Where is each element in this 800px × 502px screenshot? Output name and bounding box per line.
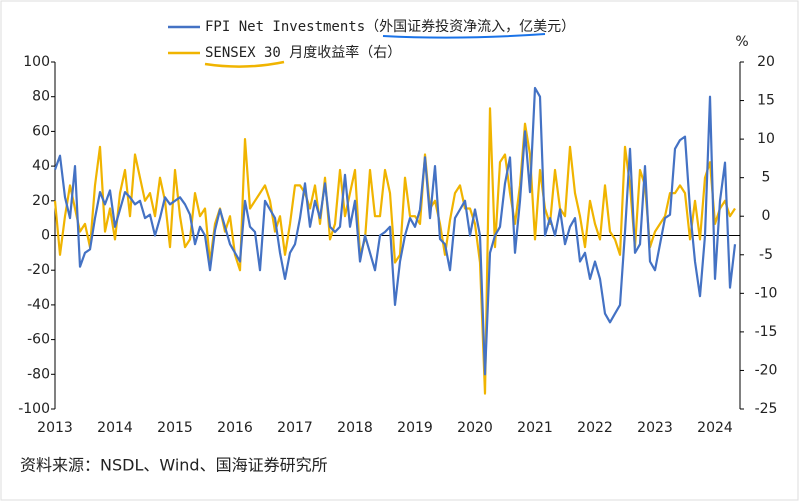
x-tick-label: 2022 — [577, 420, 613, 436]
y-tick-label: 0 — [41, 228, 50, 244]
y-tick-label: -80 — [27, 366, 50, 382]
x-tick-label: 2019 — [397, 420, 433, 436]
y2-tick-label: 15 — [757, 93, 775, 109]
y-tick-label: 80 — [32, 89, 50, 105]
x-tick-label: 2015 — [157, 420, 193, 436]
y2-tick-label: 10 — [757, 131, 775, 147]
x-tick-label: 2017 — [277, 420, 313, 436]
y-tick-label: -40 — [27, 297, 50, 313]
y2-tick-label: -20 — [755, 362, 778, 378]
source-note: 资料来源：NSDL、Wind、国海证券研究所 — [20, 456, 328, 475]
y2-tick-label: -5 — [759, 247, 773, 263]
y2-tick-label: -10 — [755, 285, 778, 301]
x-tick-label: 2014 — [97, 420, 133, 436]
y2-tick-label: 20 — [757, 54, 775, 70]
y-tick-label: 100 — [23, 54, 50, 70]
series-line — [53, 107, 736, 395]
annotation-underline — [382, 33, 546, 39]
x-tick-label: 2018 — [337, 420, 373, 436]
y2-tick-label: 5 — [762, 170, 771, 186]
y2-tick-label: 0 — [762, 208, 771, 224]
y-tick-label: 40 — [32, 158, 50, 174]
x-tick-label: 2021 — [517, 420, 553, 436]
legend-label: FPI Net Investments（外国证券投资净流入，亿美元） — [205, 19, 575, 35]
x-tick-label: 2020 — [457, 420, 493, 436]
x-tick-label: 2023 — [637, 420, 673, 436]
legend-label: SENSEX 30 月度收益率（右） — [205, 44, 401, 61]
y2-tick-label: -15 — [755, 324, 778, 340]
annotation-underline — [204, 60, 285, 68]
y-tick-label: -20 — [27, 262, 50, 278]
x-tick-label: 2013 — [37, 420, 73, 436]
y-tick-label: -60 — [27, 332, 50, 348]
y-tick-label: 60 — [32, 123, 50, 139]
series-line — [53, 86, 737, 376]
x-tick-label: 2024 — [697, 420, 733, 436]
y-tick-label: -100 — [18, 401, 50, 417]
x-tick-label: 2016 — [217, 420, 253, 436]
y2-axis-label: % — [735, 34, 748, 50]
y2-tick-label: -25 — [755, 401, 778, 417]
y-tick-label: 20 — [32, 193, 50, 209]
